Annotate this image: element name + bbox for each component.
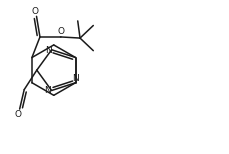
Text: N: N — [72, 74, 79, 83]
Text: O: O — [32, 7, 39, 16]
Text: O: O — [57, 27, 64, 36]
Text: O: O — [15, 110, 22, 119]
Text: N: N — [44, 86, 51, 95]
Text: N: N — [45, 46, 52, 55]
